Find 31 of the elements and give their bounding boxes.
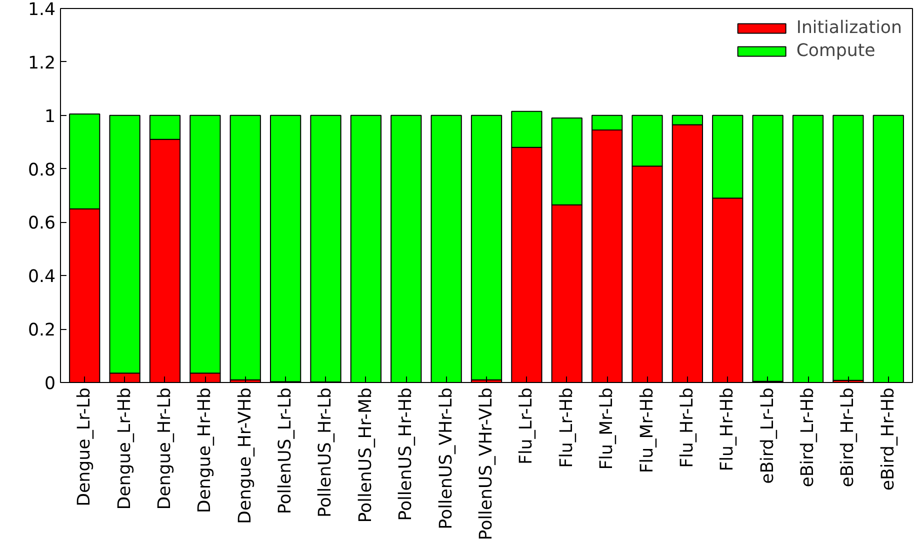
x-tick-label: eBird_Hr-Hb <box>878 387 898 491</box>
y-tick-label: 1.4 <box>28 0 56 20</box>
x-tick-label: eBird_Lr-Lb <box>758 388 778 484</box>
x-tick-label: PollenUS_Hr-Mb <box>356 387 376 523</box>
x-tick-label: eBird_Hr-Lb <box>838 387 858 488</box>
x-tick-label: Flu_Lr-Lb <box>516 387 537 465</box>
x-tick-label: Flu_Mr-Lb <box>597 387 618 470</box>
y-tick-label: 0 <box>44 374 56 394</box>
x-tick-label: Flu_Mr-Hb <box>637 387 658 474</box>
y-tick-label: 0.2 <box>28 320 56 341</box>
x-tick-label: PollenUS_VHr-Lb <box>436 388 456 530</box>
y-tick-label: 1 <box>44 106 56 127</box>
x-tick-label: Dengue_Hr-Hb <box>195 387 216 514</box>
x-tick-label: PollenUS_Lr-Lb <box>276 387 296 514</box>
x-tick-label: Flu_Lr-Hb <box>556 387 577 468</box>
x-tick-label: Flu_Hr-Lb <box>677 387 698 468</box>
x-tick-label: eBird_Lr-Hb <box>798 387 818 488</box>
y-tick-label: 1.2 <box>28 53 56 74</box>
x-tick-label: PollenUS_Hr-Lb <box>316 387 336 518</box>
x-tick-label: Flu_Hr-Hb <box>718 387 738 472</box>
y-tick-label: 0.6 <box>28 214 56 234</box>
x-tick-label: PollenUS_Hr-Hb <box>396 387 416 521</box>
legend-label: Compute <box>796 41 876 61</box>
y-tick-label: 0.8 <box>28 160 56 180</box>
legend-label: Initialization <box>796 18 902 38</box>
x-tick-label: Dengue_Lr-Lb <box>74 387 95 506</box>
x-tick-label: Dengue_Lr-Hb <box>114 387 135 510</box>
y-tick-label: 0.4 <box>28 267 56 288</box>
x-tick-label: PollenUS_VHr-VLb <box>476 387 496 540</box>
x-tick-label: Dengue_Hr-VHb <box>235 387 256 524</box>
x-tick-label: Dengue_Hr-Lb <box>154 387 175 510</box>
